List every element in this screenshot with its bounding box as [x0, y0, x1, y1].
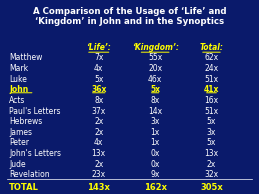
Text: 23x: 23x	[92, 170, 106, 179]
Text: 7x: 7x	[94, 54, 103, 62]
Text: John: John	[9, 85, 28, 94]
Text: 0x: 0x	[150, 149, 160, 158]
Text: Paul's Letters: Paul's Letters	[9, 107, 61, 116]
Text: 4x: 4x	[94, 138, 103, 147]
Text: ‘Life’:: ‘Life’:	[87, 43, 111, 52]
Text: Acts: Acts	[9, 96, 25, 105]
Text: 55x: 55x	[148, 54, 162, 62]
Text: 5x: 5x	[94, 75, 103, 84]
Text: 37x: 37x	[92, 107, 106, 116]
Text: Luke: Luke	[9, 75, 27, 84]
Text: 5x: 5x	[207, 138, 216, 147]
Text: 14x: 14x	[148, 107, 162, 116]
Text: 46x: 46x	[148, 75, 162, 84]
Text: 5x: 5x	[207, 117, 216, 126]
Text: TOTAL: TOTAL	[9, 183, 39, 192]
Text: Total:: Total:	[199, 43, 224, 52]
Text: Peter: Peter	[9, 138, 29, 147]
Text: 62x: 62x	[204, 54, 219, 62]
Text: 2x: 2x	[94, 160, 103, 169]
Text: 8x: 8x	[150, 96, 160, 105]
Text: Mark: Mark	[9, 64, 28, 73]
Text: 20x: 20x	[148, 64, 162, 73]
Text: 13x: 13x	[92, 149, 106, 158]
Text: John's Letters: John's Letters	[9, 149, 61, 158]
Text: 2x: 2x	[94, 117, 103, 126]
Text: Hebrews: Hebrews	[9, 117, 42, 126]
Text: 143x: 143x	[87, 183, 110, 192]
Text: 2x: 2x	[94, 128, 103, 137]
Text: Jude: Jude	[9, 160, 26, 169]
Text: 51x: 51x	[204, 107, 219, 116]
Text: 2x: 2x	[207, 160, 216, 169]
Text: Matthew: Matthew	[9, 54, 42, 62]
Text: 9x: 9x	[150, 170, 160, 179]
Text: 24x: 24x	[204, 64, 219, 73]
Text: 51x: 51x	[204, 75, 219, 84]
Text: 3x: 3x	[207, 128, 216, 137]
Text: 305x: 305x	[200, 183, 223, 192]
Text: 162x: 162x	[144, 183, 167, 192]
Text: 3x: 3x	[150, 117, 160, 126]
Text: 36x: 36x	[91, 85, 106, 94]
Text: 32x: 32x	[204, 170, 219, 179]
Text: 13x: 13x	[204, 149, 219, 158]
Text: 0x: 0x	[150, 160, 160, 169]
Text: 8x: 8x	[94, 96, 103, 105]
Text: 4x: 4x	[94, 64, 103, 73]
Text: James: James	[9, 128, 32, 137]
Text: ‘Kingdom’:: ‘Kingdom’:	[132, 43, 178, 52]
Text: 1x: 1x	[150, 138, 160, 147]
Text: Revelation: Revelation	[9, 170, 50, 179]
Text: 5x: 5x	[150, 85, 160, 94]
Text: 16x: 16x	[204, 96, 219, 105]
Text: 1x: 1x	[150, 128, 160, 137]
Text: A Comparison of the Usage of ‘Life’ and
‘Kingdom’ in John and in the Synoptics: A Comparison of the Usage of ‘Life’ and …	[33, 7, 226, 26]
Text: 41x: 41x	[204, 85, 219, 94]
